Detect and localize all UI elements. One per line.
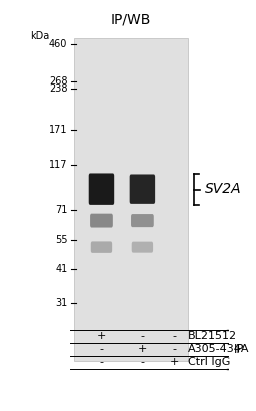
Text: -: - [100, 357, 103, 367]
Text: SV2A: SV2A [205, 182, 242, 196]
Text: 268: 268 [49, 76, 67, 86]
Text: 31: 31 [55, 298, 67, 309]
Text: 171: 171 [49, 125, 67, 135]
Text: +: + [97, 331, 106, 341]
Text: 117: 117 [49, 160, 67, 170]
Text: 55: 55 [55, 235, 67, 245]
Text: 71: 71 [55, 205, 67, 215]
FancyBboxPatch shape [130, 175, 155, 204]
Text: -: - [140, 357, 144, 367]
FancyBboxPatch shape [131, 214, 154, 227]
Text: 41: 41 [55, 264, 67, 274]
FancyBboxPatch shape [132, 242, 153, 253]
Text: IP/WB: IP/WB [111, 13, 151, 27]
Text: -: - [172, 331, 176, 341]
Text: kDa: kDa [30, 31, 50, 41]
Text: -: - [172, 344, 176, 354]
Text: -: - [100, 344, 103, 354]
Bar [74, 38, 188, 360]
Text: BL21512: BL21512 [188, 331, 237, 341]
Text: 238: 238 [49, 84, 67, 94]
Text: +: + [138, 344, 147, 354]
Text: +: + [169, 357, 179, 367]
Text: 460: 460 [49, 39, 67, 49]
FancyBboxPatch shape [91, 241, 112, 253]
Text: A305-434A: A305-434A [188, 344, 249, 354]
FancyBboxPatch shape [90, 214, 113, 228]
Text: IP: IP [234, 343, 244, 356]
Text: Ctrl IgG: Ctrl IgG [188, 357, 230, 367]
Text: -: - [140, 331, 144, 341]
FancyBboxPatch shape [89, 173, 114, 205]
